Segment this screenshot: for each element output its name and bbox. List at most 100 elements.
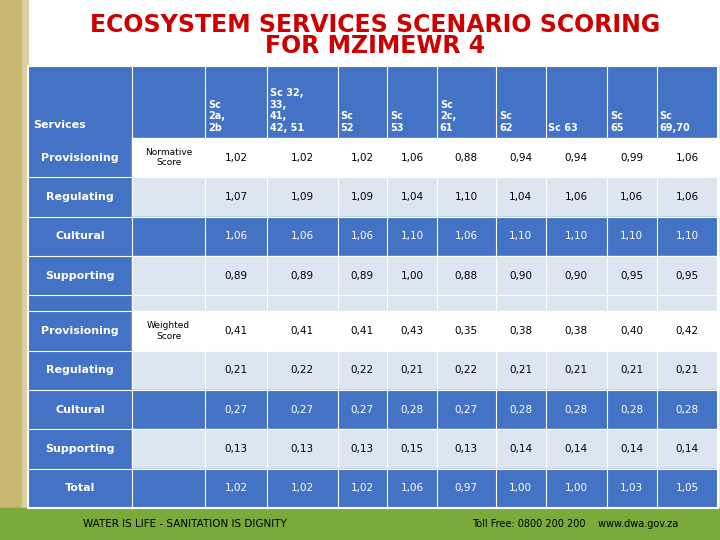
Bar <box>387 390 437 429</box>
Bar <box>205 217 266 256</box>
Bar <box>657 177 718 217</box>
Bar <box>657 256 718 295</box>
Bar <box>607 295 657 312</box>
Text: 0,14: 0,14 <box>675 444 699 454</box>
Text: 0,28: 0,28 <box>400 404 423 415</box>
Text: 1,10: 1,10 <box>564 231 588 241</box>
Bar <box>437 295 496 312</box>
Bar <box>437 177 496 217</box>
Bar <box>496 429 546 469</box>
Bar <box>387 469 437 508</box>
Bar <box>496 295 546 312</box>
Text: 1,10: 1,10 <box>620 231 643 241</box>
Text: Weighted
Score: Weighted Score <box>147 321 190 341</box>
Bar <box>437 138 496 177</box>
Text: 1,06: 1,06 <box>351 231 374 241</box>
Bar <box>607 469 657 508</box>
Text: 0,28: 0,28 <box>675 404 699 415</box>
Text: Provisioning: Provisioning <box>41 153 119 163</box>
Bar <box>266 429 338 469</box>
Bar <box>28 217 132 256</box>
Text: 0,41: 0,41 <box>351 326 374 336</box>
Text: Sc
2a,
2b: Sc 2a, 2b <box>208 100 225 133</box>
Text: 1,00: 1,00 <box>509 483 532 494</box>
Bar <box>28 295 132 312</box>
Text: 0,28: 0,28 <box>509 404 532 415</box>
Bar <box>28 429 132 469</box>
Text: Sc
53: Sc 53 <box>390 111 404 133</box>
Bar <box>387 312 437 350</box>
Bar <box>0 0 22 540</box>
Bar <box>22 0 28 540</box>
Text: 1,06: 1,06 <box>225 231 248 241</box>
Bar <box>28 390 132 429</box>
Bar <box>607 390 657 429</box>
Bar <box>28 66 718 138</box>
Bar <box>28 312 132 350</box>
Bar <box>28 256 132 295</box>
Bar <box>132 177 205 217</box>
Bar <box>205 138 266 177</box>
Bar <box>657 429 718 469</box>
Text: 0,89: 0,89 <box>351 271 374 281</box>
Text: 0,22: 0,22 <box>351 366 374 375</box>
Text: 0,22: 0,22 <box>291 366 314 375</box>
Text: 0,14: 0,14 <box>564 444 588 454</box>
Bar <box>437 217 496 256</box>
Bar <box>607 177 657 217</box>
Bar <box>205 312 266 350</box>
Bar <box>607 350 657 390</box>
Bar <box>657 350 718 390</box>
Bar <box>28 350 132 390</box>
Bar <box>132 312 205 350</box>
Text: WATER IS LIFE - SANITATION IS DIGNITY: WATER IS LIFE - SANITATION IS DIGNITY <box>83 519 287 529</box>
Text: 0,38: 0,38 <box>509 326 532 336</box>
Bar <box>28 469 132 508</box>
Text: 1,03: 1,03 <box>620 483 643 494</box>
Text: 0,89: 0,89 <box>225 271 248 281</box>
Bar <box>387 138 437 177</box>
Bar <box>437 312 496 350</box>
Bar <box>387 256 437 295</box>
Bar <box>546 177 607 217</box>
Text: 1,02: 1,02 <box>291 483 314 494</box>
Text: 1,10: 1,10 <box>400 231 423 241</box>
Bar <box>387 350 437 390</box>
Text: 1,00: 1,00 <box>564 483 588 494</box>
Text: 0,27: 0,27 <box>291 404 314 415</box>
Bar <box>387 295 437 312</box>
Bar <box>546 312 607 350</box>
Text: Sc 32,
33,
41,
42, 51: Sc 32, 33, 41, 42, 51 <box>270 88 304 133</box>
Bar <box>266 390 338 429</box>
Bar <box>132 390 205 429</box>
Bar <box>546 295 607 312</box>
Bar <box>496 390 546 429</box>
Text: 1,07: 1,07 <box>225 192 248 202</box>
Bar <box>546 217 607 256</box>
Bar <box>338 469 387 508</box>
Text: Sc
62: Sc 62 <box>499 111 513 133</box>
Text: 1,09: 1,09 <box>291 192 314 202</box>
Bar <box>437 256 496 295</box>
Text: 0,21: 0,21 <box>400 366 423 375</box>
Text: Sc 63: Sc 63 <box>549 123 578 133</box>
Bar <box>266 350 338 390</box>
Text: 0,97: 0,97 <box>455 483 478 494</box>
Bar <box>496 256 546 295</box>
Text: 1,02: 1,02 <box>291 153 314 163</box>
Text: Total: Total <box>65 483 95 494</box>
Bar <box>437 390 496 429</box>
Text: Normative
Score: Normative Score <box>145 148 192 167</box>
Bar <box>496 469 546 508</box>
Text: 1,10: 1,10 <box>675 231 699 241</box>
Text: 0,38: 0,38 <box>564 326 588 336</box>
Bar <box>132 256 205 295</box>
Bar <box>338 295 387 312</box>
Text: Cultural: Cultural <box>55 404 105 415</box>
Text: 1,06: 1,06 <box>675 153 699 163</box>
Bar <box>387 429 437 469</box>
Text: Services: Services <box>33 120 86 130</box>
Text: FOR MZIMEWR 4: FOR MZIMEWR 4 <box>265 34 485 58</box>
Bar <box>546 138 607 177</box>
Bar <box>657 469 718 508</box>
